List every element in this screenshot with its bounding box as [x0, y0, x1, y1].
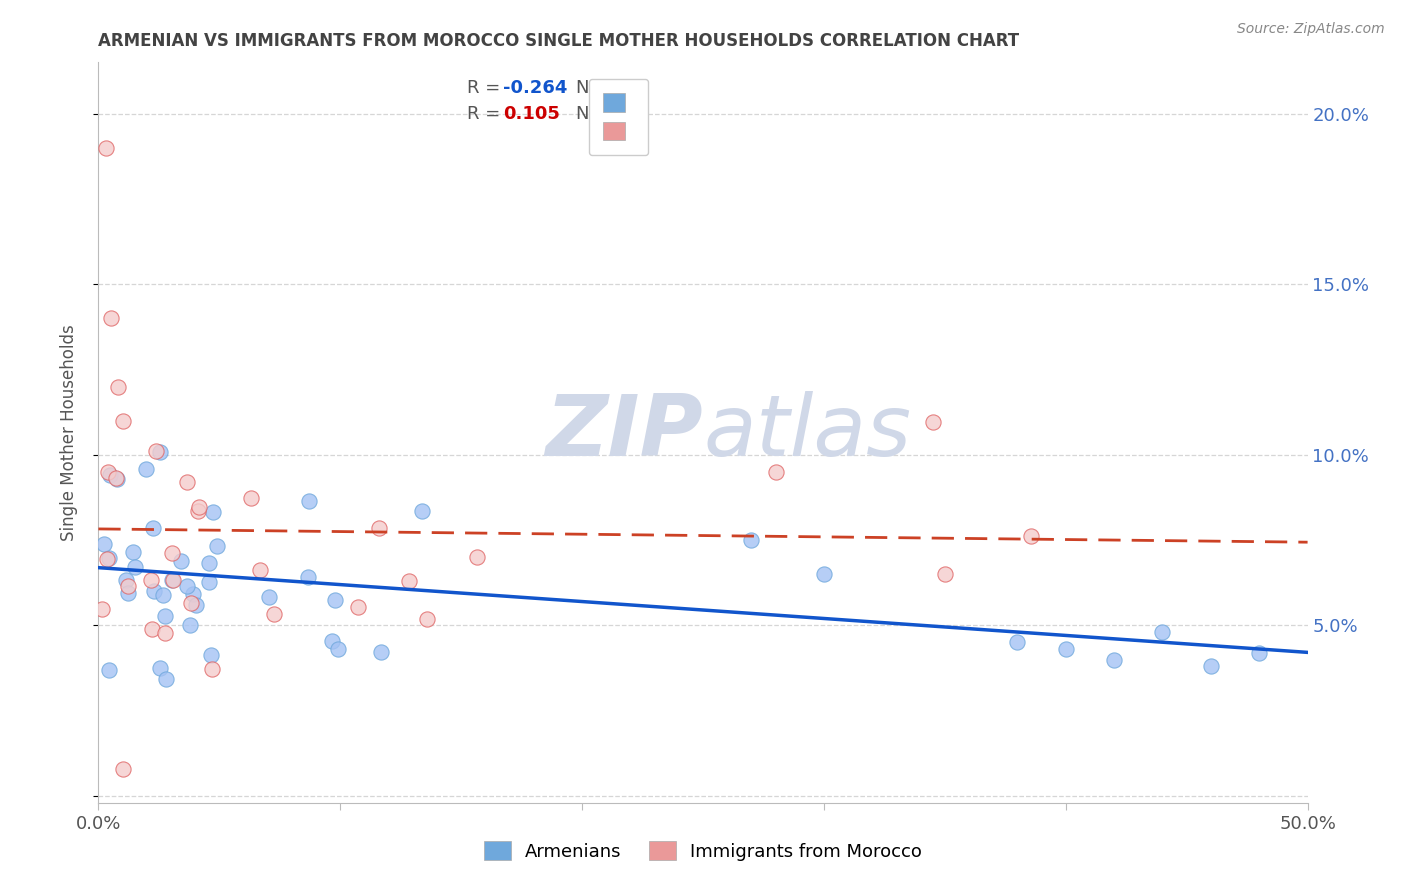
Point — [153, 626, 176, 640]
Point — [197, 575, 219, 590]
Point — [98, 663, 121, 677]
Point — [240, 491, 263, 505]
Point — [1019, 529, 1042, 543]
Text: -0.264: -0.264 — [503, 79, 568, 97]
Text: N = 33: N = 33 — [576, 105, 640, 123]
Point — [117, 579, 139, 593]
Point — [111, 414, 134, 428]
Point — [297, 570, 319, 584]
Point — [934, 567, 956, 582]
Point — [98, 468, 121, 483]
Point — [1249, 646, 1271, 660]
Point — [205, 540, 228, 554]
Point — [1199, 659, 1222, 673]
Point — [135, 462, 157, 476]
Point — [100, 311, 122, 326]
Point — [197, 556, 219, 570]
Point — [347, 600, 370, 615]
Point — [160, 547, 183, 561]
Point — [94, 141, 117, 155]
Text: N = 44: N = 44 — [576, 79, 640, 97]
Point — [1054, 642, 1077, 657]
Point — [145, 444, 167, 458]
Point — [1152, 625, 1174, 640]
Y-axis label: Single Mother Households: Single Mother Households — [59, 325, 77, 541]
Point — [467, 549, 489, 564]
Point — [97, 551, 120, 566]
Point — [162, 573, 184, 587]
Point — [181, 587, 204, 601]
Point — [176, 475, 198, 490]
Point — [1007, 635, 1029, 649]
Point — [323, 592, 346, 607]
Point — [201, 662, 224, 676]
Point — [179, 617, 201, 632]
Point — [124, 560, 146, 574]
Point — [321, 634, 343, 648]
Point — [249, 564, 271, 578]
Text: ARMENIAN VS IMMIGRANTS FROM MOROCCO SINGLE MOTHER HOUSEHOLDS CORRELATION CHART: ARMENIAN VS IMMIGRANTS FROM MOROCCO SING… — [98, 32, 1019, 50]
Point — [111, 762, 134, 776]
Point — [141, 622, 163, 636]
Point — [180, 596, 202, 610]
Point — [155, 672, 177, 686]
Point — [93, 537, 115, 551]
Point — [415, 612, 437, 626]
Point — [121, 545, 143, 559]
Point — [97, 465, 120, 479]
Point — [326, 641, 349, 656]
Text: ZIP: ZIP — [546, 391, 703, 475]
Point — [142, 521, 165, 535]
Point — [370, 645, 392, 659]
Point — [149, 660, 172, 674]
Point — [139, 573, 162, 587]
Point — [152, 588, 174, 602]
Point — [170, 554, 193, 568]
Point — [96, 551, 118, 566]
Point — [765, 465, 787, 479]
Point — [1102, 652, 1125, 666]
Point — [153, 608, 176, 623]
Point — [117, 585, 139, 599]
Point — [298, 494, 321, 508]
Point — [411, 503, 433, 517]
Text: Source: ZipAtlas.com: Source: ZipAtlas.com — [1237, 22, 1385, 37]
Point — [263, 607, 285, 622]
Point — [115, 573, 138, 587]
Point — [143, 583, 166, 598]
Point — [200, 648, 222, 663]
Point — [257, 590, 280, 604]
Text: R =: R = — [467, 79, 506, 97]
Point — [107, 379, 129, 393]
Text: atlas: atlas — [703, 391, 911, 475]
Point — [813, 567, 835, 582]
Text: R =: R = — [467, 105, 506, 123]
Legend: Armenians, Immigrants from Morocco: Armenians, Immigrants from Morocco — [477, 834, 929, 868]
Point — [202, 505, 225, 519]
Point — [105, 472, 128, 486]
Point — [149, 444, 172, 458]
Point — [398, 574, 420, 589]
Point — [921, 415, 943, 429]
Point — [160, 573, 183, 587]
Point — [367, 521, 389, 535]
Point — [187, 504, 209, 518]
Point — [740, 533, 762, 547]
Point — [188, 500, 211, 515]
Point — [176, 578, 198, 592]
Point — [184, 598, 207, 612]
Text: 0.105: 0.105 — [503, 105, 561, 123]
Point — [90, 601, 112, 615]
Point — [105, 471, 128, 485]
